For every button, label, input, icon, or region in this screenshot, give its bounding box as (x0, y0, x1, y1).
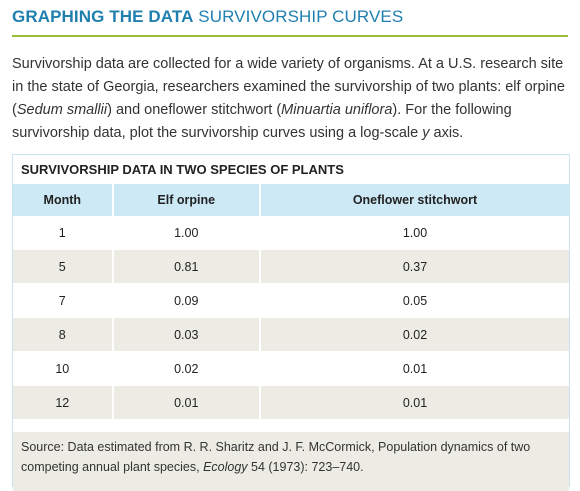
intro-text-3: ). For the following survivorship data, … (12, 102, 512, 141)
intro-text-2: ) and oneflower stitchwort ( (107, 102, 282, 118)
table-row: 1 1.00 1.00 (13, 216, 569, 250)
table-row: 8 0.03 0.02 (13, 317, 569, 352)
table-row: 10 0.02 0.01 (13, 351, 569, 386)
cell-month: 8 (13, 317, 114, 352)
cell-stitchwort: 0.37 (259, 249, 569, 284)
cell-elf-orpine: 1.00 (112, 216, 261, 250)
table-header-row: Month Elf orpine Oneflower stitchwort (13, 184, 569, 216)
header-elf-orpine: Elf orpine (112, 184, 261, 216)
cell-elf-orpine: 0.02 (112, 351, 261, 386)
cell-month: 10 (13, 351, 114, 386)
species-2-name: Minuartia uniflora (281, 102, 393, 118)
intro-text-1: Survivorship data are collected for a wi… (12, 56, 565, 118)
cell-elf-orpine: 0.03 (112, 317, 261, 352)
cell-month: 7 (13, 283, 114, 318)
table-source-note: Source: Data estimated from R. R. Sharit… (13, 432, 569, 491)
cell-month: 12 (13, 385, 114, 420)
species-1-name: Sedum smallii (16, 102, 108, 118)
y-variable: y (422, 125, 430, 141)
page-title: GRAPHING THE DATA SURVIVORSHIP CURVES (12, 7, 568, 37)
cell-stitchwort: 0.02 (259, 317, 569, 352)
intro-text-4: axis. (429, 125, 464, 141)
cell-stitchwort: 0.05 (259, 283, 569, 318)
table-row: 7 0.09 0.05 (13, 283, 569, 318)
cell-stitchwort: 0.01 (259, 385, 569, 420)
cell-month: 5 (13, 249, 114, 284)
table-row: 12 0.01 0.01 (13, 385, 569, 420)
cell-elf-orpine: 0.81 (112, 249, 261, 284)
cell-elf-orpine: 0.09 (112, 283, 261, 318)
cell-stitchwort: 1.00 (259, 216, 569, 250)
source-text-2: 54 (1973): 723–740. (247, 460, 364, 474)
cell-month: 1 (13, 216, 114, 250)
source-journal: Ecology (203, 460, 248, 474)
data-table-box: SURVIVORSHIP DATA IN TWO SPECIES OF PLAN… (12, 154, 570, 491)
source-text-1: Source: Data estimated from R. R. Sharit… (21, 440, 531, 474)
title-bold: GRAPHING THE DATA (12, 7, 194, 26)
table-caption: SURVIVORSHIP DATA IN TWO SPECIES OF PLAN… (13, 155, 569, 184)
header-month: Month (13, 184, 114, 216)
header-oneflower-stitchwort: Oneflower stitchwort (259, 184, 569, 216)
intro-paragraph: Survivorship data are collected for a wi… (12, 53, 568, 145)
title-light: SURVIVORSHIP CURVES (193, 7, 404, 26)
cell-stitchwort: 0.01 (259, 351, 569, 386)
survivorship-table: Month Elf orpine Oneflower stitchwort 1 … (13, 184, 569, 454)
table-row: 5 0.81 0.37 (13, 249, 569, 284)
cell-elf-orpine: 0.01 (112, 385, 261, 420)
